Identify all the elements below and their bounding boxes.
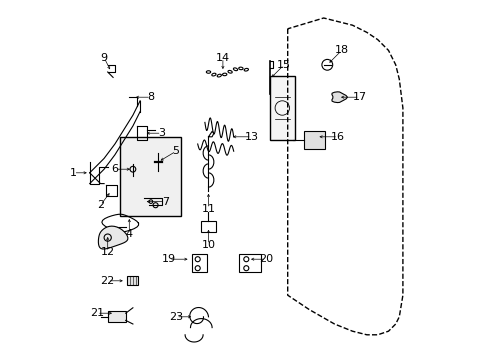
Text: 4: 4: [125, 229, 133, 239]
Text: 21: 21: [90, 308, 104, 318]
Polygon shape: [107, 311, 125, 322]
Text: 9: 9: [101, 53, 107, 63]
Text: 6: 6: [111, 164, 118, 174]
Bar: [239, 254, 260, 272]
Text: 23: 23: [169, 312, 183, 322]
Text: 8: 8: [147, 92, 154, 102]
Text: 17: 17: [352, 92, 366, 102]
Text: 16: 16: [330, 132, 345, 142]
Polygon shape: [127, 276, 138, 285]
Text: 13: 13: [244, 132, 258, 142]
Text: 18: 18: [334, 45, 348, 55]
Bar: [269, 76, 294, 140]
Text: 12: 12: [101, 247, 115, 257]
Text: 20: 20: [259, 254, 273, 264]
Polygon shape: [98, 226, 127, 249]
Text: 2: 2: [97, 200, 104, 210]
Bar: [201, 221, 215, 232]
Text: 15: 15: [277, 60, 290, 70]
Text: 22: 22: [101, 276, 115, 286]
Text: 3: 3: [158, 128, 165, 138]
Polygon shape: [331, 92, 347, 103]
Text: 19: 19: [162, 254, 176, 264]
Text: 10: 10: [201, 240, 215, 250]
Bar: [192, 254, 206, 272]
Text: 5: 5: [172, 146, 179, 156]
Text: 7: 7: [162, 197, 168, 207]
Text: 1: 1: [70, 168, 77, 178]
Bar: [303, 131, 325, 149]
Text: 14: 14: [215, 53, 229, 63]
Text: 11: 11: [201, 204, 215, 214]
Bar: [120, 137, 181, 216]
